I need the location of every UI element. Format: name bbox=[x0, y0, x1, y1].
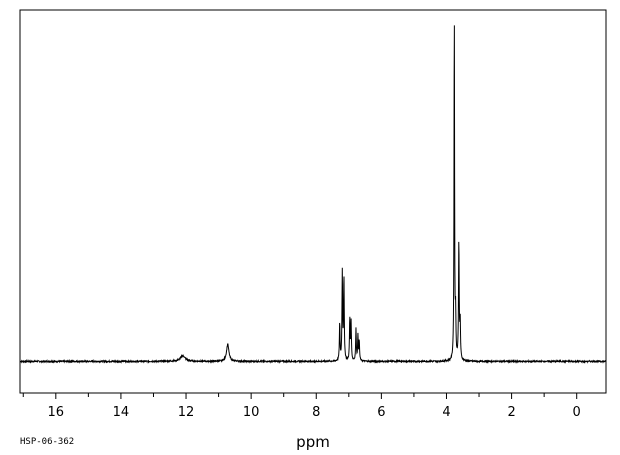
x-tick-label: 10 bbox=[243, 405, 260, 420]
spectrum-id-label: HSP-06-362 bbox=[20, 437, 75, 447]
x-tick-label: 16 bbox=[48, 405, 65, 420]
x-axis-tick-labels: 16 14 12 10 8 6 4 2 0 bbox=[48, 405, 581, 420]
x-tick-label: 4 bbox=[442, 405, 450, 420]
x-tick-label: 14 bbox=[113, 405, 130, 420]
x-tick-label: 2 bbox=[507, 405, 515, 420]
x-tick-label: 8 bbox=[312, 405, 320, 420]
spectrum-line bbox=[19, 25, 607, 364]
plot-frame bbox=[19, 9, 607, 394]
x-tick-label: 6 bbox=[377, 405, 385, 420]
x-tick-label: 0 bbox=[573, 405, 581, 420]
x-axis-ticks bbox=[22, 393, 578, 399]
x-tick-label: 12 bbox=[178, 405, 195, 420]
x-axis-label: ppm bbox=[296, 433, 330, 451]
